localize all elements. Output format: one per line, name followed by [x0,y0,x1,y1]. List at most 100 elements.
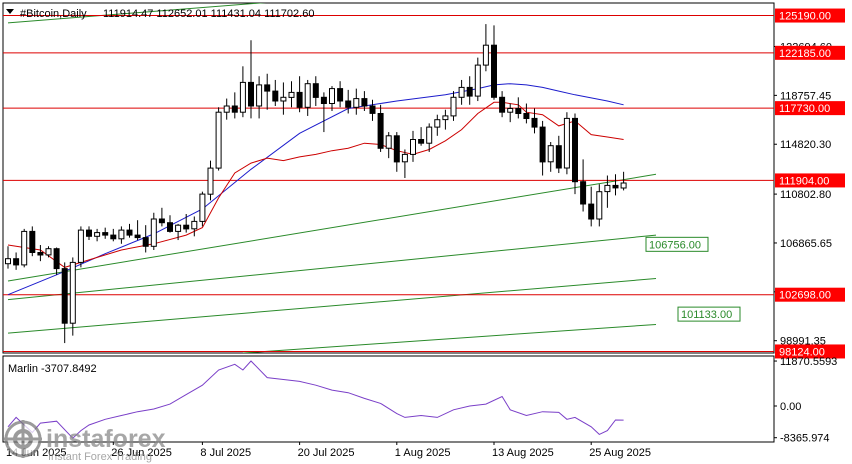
candle-52 [426,123,433,152]
candle-57 [466,76,473,105]
time-tick-label: 26 Jun 2025 [111,447,172,459]
candle-body-down [296,91,303,108]
chart-header: #Bitcoin,Daily 111914.47 112652.01 11143… [6,8,314,20]
candle-body-down [53,248,60,270]
time-axis: 14 Jun 2025 26 Jun 2025 8 Jul 2025 20 Jul 2… [6,442,651,459]
marlin-panel[interactable]: 11870.5593 0.00 -8365.974 Marlin -3707.849… [2,355,837,445]
dropdown-triangle-icon[interactable] [6,9,14,14]
watermark: instaforex Instant Forex Trading [4,420,166,463]
candle-7 [61,262,68,344]
level-label-text: 125190.00 [779,11,831,23]
candle-67 [547,142,554,172]
candle-18 [150,212,157,250]
level-label-2: 117730.00 [775,101,845,116]
marlin-tick-label: 11870.5593 [780,356,837,368]
candle-body-down [126,229,133,236]
candle-38 [312,76,319,107]
level-label-box [775,101,845,116]
candle-body-down [312,83,319,98]
candle-50 [410,130,416,162]
candle-15 [126,223,133,238]
channel-line-1 [7,173,657,282]
candle-69 [563,112,570,175]
candle-body-down [377,113,384,149]
trend-channel-lines [7,3,657,353]
candle-8 [69,257,76,336]
candle-body-up [175,224,182,232]
candle-59 [482,24,489,72]
candle-42 [345,89,352,114]
candle-body-down [248,81,254,107]
candle-65 [531,108,538,134]
time-tick-label: 13 Aug 2025 [492,447,554,459]
candle-45 [369,99,376,121]
candle-body-down [361,98,368,107]
candle-body-down [345,100,352,108]
channel-line-0 [7,3,267,24]
candle-body-up [596,191,603,220]
channel-label-box [677,306,741,322]
candle-6 [53,247,60,275]
candle-9 [77,226,84,268]
candle-body-up [401,153,408,163]
candle-2 [21,228,28,268]
candle-body-down [523,113,530,119]
level-label-box [775,8,845,23]
marlin-tick-label: -8365.974 [780,433,830,445]
candle-30 [248,40,254,119]
candle-20 [167,215,173,233]
candle-26 [215,107,222,171]
candle-body-down [264,84,271,92]
candle-body-up [620,182,627,189]
candle-body-up [207,167,214,195]
candle-body-up [410,139,416,155]
candle-68 [555,135,562,174]
channel-label-1: 101133.00 [677,306,741,322]
marlin-series [7,360,624,439]
candle-body-down [337,88,344,102]
candle-71 [580,159,587,212]
candle-19 [158,207,165,227]
candle-body-down [167,222,173,232]
candle-body-up [199,193,206,222]
candle-29 [239,66,246,118]
candle-24 [199,191,206,227]
candle-body-down [37,252,44,256]
candle-body-down [29,230,36,253]
candle-body-up [329,88,335,104]
candle-53 [434,114,441,136]
candle-55 [450,91,457,121]
candle-21 [175,223,182,241]
candle-body-down [612,184,619,189]
candlesticks [5,24,627,344]
candle-5 [45,246,52,258]
candle-body-up [215,111,222,169]
level-label-box [775,173,845,188]
marlin-tick-label: 0.00 [780,401,801,413]
marlin-line [7,360,624,439]
candle-body-up [547,145,554,163]
fast-ma-line [7,101,624,268]
candle-32 [264,73,271,110]
marlin-panel-frame [2,355,775,443]
price-tick-label: 114820.30 [780,139,831,151]
candle-17 [142,225,149,253]
watermark-tagline: Instant Forex Trading [48,451,152,463]
candle-35 [288,81,295,108]
candle-13 [110,228,117,242]
candle-76 [620,171,627,191]
candle-body-up [385,135,392,149]
candle-49 [401,149,408,178]
candle-body-up [434,119,441,128]
candle-56 [458,79,465,105]
level-label-box [775,45,845,60]
candle-body-down [572,117,578,183]
level-label-box [775,287,845,302]
instaforex-logo-icon [4,420,42,458]
watermark-brand: instaforex [46,425,166,453]
candle-25 [207,160,214,201]
ohlc-values: 111914.47 112652.01 111431.04 111702.60 [103,8,314,20]
